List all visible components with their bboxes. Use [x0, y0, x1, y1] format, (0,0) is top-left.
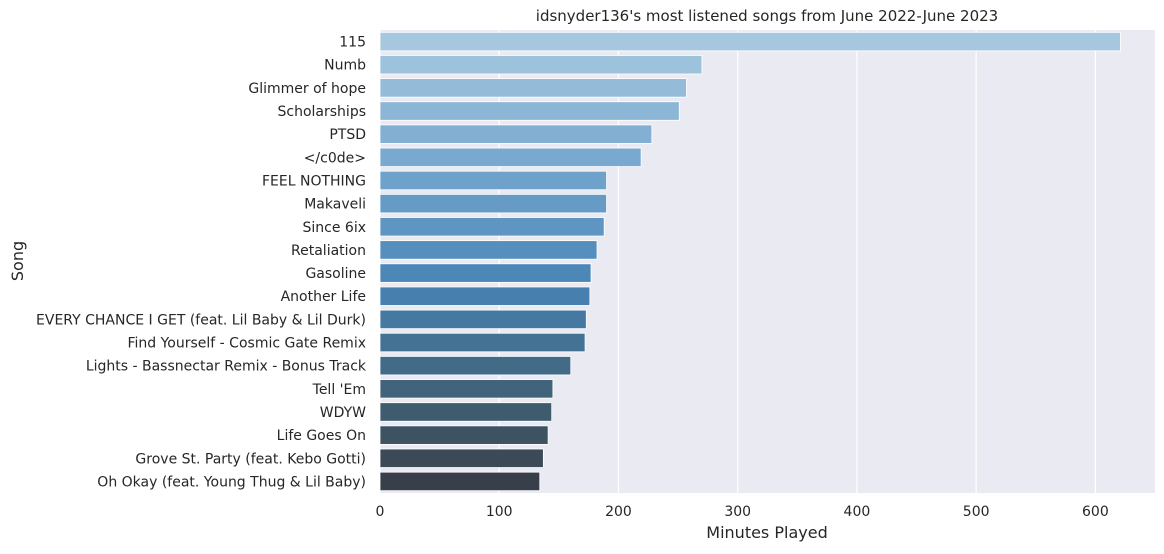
y-tick-labels: 115 Numb Glimmer of hope Scholarships PTSD </… — [36, 35, 367, 491]
bar — [379, 332, 586, 353]
x-axis-title: Minutes Played — [706, 523, 827, 542]
chart-title: idsnyder136's most listened songs from J… — [536, 7, 998, 25]
y-tick-label: Grove St. Party (feat. Kebo Gotti) — [135, 451, 366, 467]
y-tick-label: Glimmer of hope — [248, 81, 366, 97]
y-tick-label: Find Yourself - Cosmic Gate Remix — [127, 336, 366, 352]
x-tick-label: 400 — [844, 504, 871, 520]
bar — [379, 309, 587, 330]
y-tick-label: EVERY CHANCE I GET (feat. Lil Baby & Lil… — [36, 312, 366, 328]
x-tick-label: 300 — [724, 504, 751, 520]
y-tick-label: Scholarships — [278, 104, 366, 120]
bars — [379, 31, 1121, 492]
y-axis-title: Song — [8, 241, 27, 281]
bar — [379, 170, 607, 191]
bar — [379, 193, 607, 214]
y-tick-label: Life Goes On — [277, 428, 366, 444]
bar — [379, 78, 687, 98]
x-tick-label: 500 — [963, 504, 990, 520]
y-tick-label: Since 6ix — [303, 220, 367, 236]
bar — [379, 147, 642, 167]
plot-background — [380, 30, 1155, 493]
bar — [379, 286, 591, 306]
y-tick-label: Another Life — [281, 289, 366, 305]
bar — [379, 101, 680, 121]
bar — [379, 263, 592, 283]
bar — [379, 55, 703, 75]
bar — [379, 379, 554, 399]
y-tick-label: Retaliation — [291, 243, 366, 259]
bar — [379, 240, 598, 260]
bar — [379, 217, 605, 237]
y-tick-label: PTSD — [329, 127, 366, 143]
x-tick-labels: 0 100 200 300 400 500 600 — [376, 504, 1109, 520]
x-tick-label: 600 — [1082, 504, 1109, 520]
y-tick-label: WDYW — [320, 405, 366, 421]
y-tick-label: Tell 'Em — [312, 382, 366, 398]
y-tick-label: </c0de> — [304, 150, 366, 166]
bar — [379, 402, 553, 422]
bar — [379, 356, 572, 376]
bar — [379, 448, 544, 468]
bar — [379, 425, 549, 445]
x-tick-label: 100 — [486, 504, 513, 520]
x-tick-label: 200 — [605, 504, 632, 520]
bar — [379, 471, 541, 492]
y-tick-label: Lights - Bassnectar Remix - Bonus Track — [86, 359, 367, 375]
y-tick-label: FEEL NOTHING — [262, 173, 366, 189]
y-tick-label: Oh Okay (feat. Young Thug & Lil Baby) — [97, 474, 366, 490]
y-tick-label: Gasoline — [305, 266, 366, 282]
y-tick-label: 115 — [339, 35, 366, 51]
y-tick-label: Makaveli — [304, 197, 366, 213]
bar — [379, 31, 1121, 52]
y-tick-label: Numb — [324, 58, 366, 74]
x-tick-label: 0 — [376, 504, 385, 520]
bar — [379, 124, 653, 144]
